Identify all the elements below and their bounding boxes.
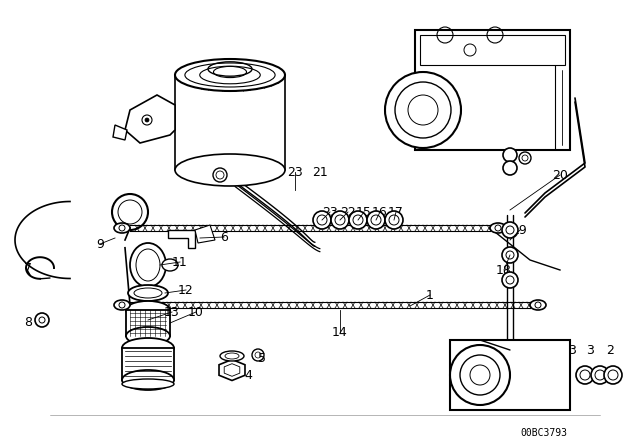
Circle shape xyxy=(385,211,403,229)
Polygon shape xyxy=(450,340,570,410)
Circle shape xyxy=(503,148,517,162)
Text: 1: 1 xyxy=(426,289,434,302)
Text: 16: 16 xyxy=(372,206,388,219)
Polygon shape xyxy=(219,359,245,380)
Polygon shape xyxy=(113,125,127,140)
Circle shape xyxy=(503,161,517,175)
Circle shape xyxy=(313,211,331,229)
Circle shape xyxy=(331,211,349,229)
Text: 7: 7 xyxy=(24,262,32,275)
Text: 23: 23 xyxy=(287,165,303,178)
Text: 00BC3793: 00BC3793 xyxy=(520,428,567,438)
Text: 14: 14 xyxy=(332,326,348,339)
Circle shape xyxy=(145,118,149,122)
Circle shape xyxy=(504,149,516,161)
Text: 23: 23 xyxy=(322,206,338,219)
Text: 3: 3 xyxy=(586,344,594,357)
Circle shape xyxy=(519,152,531,164)
Text: 3: 3 xyxy=(568,344,576,357)
Text: 11: 11 xyxy=(172,255,188,268)
Circle shape xyxy=(385,72,461,148)
Text: 19: 19 xyxy=(512,224,528,237)
Circle shape xyxy=(502,272,518,288)
Ellipse shape xyxy=(214,66,246,78)
Ellipse shape xyxy=(530,300,546,310)
Circle shape xyxy=(604,366,622,384)
Text: 21: 21 xyxy=(312,165,328,178)
Circle shape xyxy=(255,352,261,358)
Ellipse shape xyxy=(220,351,244,361)
Text: 10: 10 xyxy=(188,306,204,319)
Ellipse shape xyxy=(122,370,174,390)
Ellipse shape xyxy=(126,301,170,319)
Circle shape xyxy=(450,345,510,405)
Ellipse shape xyxy=(175,154,285,186)
Text: 5: 5 xyxy=(258,352,266,365)
Text: 15: 15 xyxy=(356,206,372,219)
Polygon shape xyxy=(195,225,215,243)
Polygon shape xyxy=(168,230,195,248)
Ellipse shape xyxy=(128,285,168,301)
Circle shape xyxy=(591,366,609,384)
Ellipse shape xyxy=(114,223,130,233)
Text: 9: 9 xyxy=(96,237,104,250)
Ellipse shape xyxy=(130,243,166,287)
Circle shape xyxy=(502,222,518,238)
Text: 13: 13 xyxy=(164,306,180,319)
Text: 20: 20 xyxy=(552,168,568,181)
Ellipse shape xyxy=(490,223,506,233)
Text: 17: 17 xyxy=(388,206,404,219)
Ellipse shape xyxy=(122,338,174,358)
Text: 6: 6 xyxy=(220,231,228,244)
Polygon shape xyxy=(126,310,170,336)
Ellipse shape xyxy=(175,59,285,91)
Polygon shape xyxy=(122,348,174,380)
Ellipse shape xyxy=(126,327,170,345)
Polygon shape xyxy=(415,30,570,150)
Text: 12: 12 xyxy=(178,284,194,297)
Text: 8: 8 xyxy=(24,315,32,328)
Circle shape xyxy=(367,211,385,229)
Circle shape xyxy=(349,211,367,229)
Circle shape xyxy=(576,366,594,384)
Circle shape xyxy=(395,82,451,138)
Ellipse shape xyxy=(122,379,174,389)
Text: 18: 18 xyxy=(496,263,512,276)
Ellipse shape xyxy=(114,300,130,310)
Text: 4: 4 xyxy=(244,369,252,382)
Circle shape xyxy=(502,247,518,263)
Polygon shape xyxy=(420,35,565,65)
Polygon shape xyxy=(125,95,175,143)
Circle shape xyxy=(460,355,500,395)
Text: 2: 2 xyxy=(606,344,614,357)
Ellipse shape xyxy=(162,259,178,271)
Text: 22: 22 xyxy=(340,206,356,219)
